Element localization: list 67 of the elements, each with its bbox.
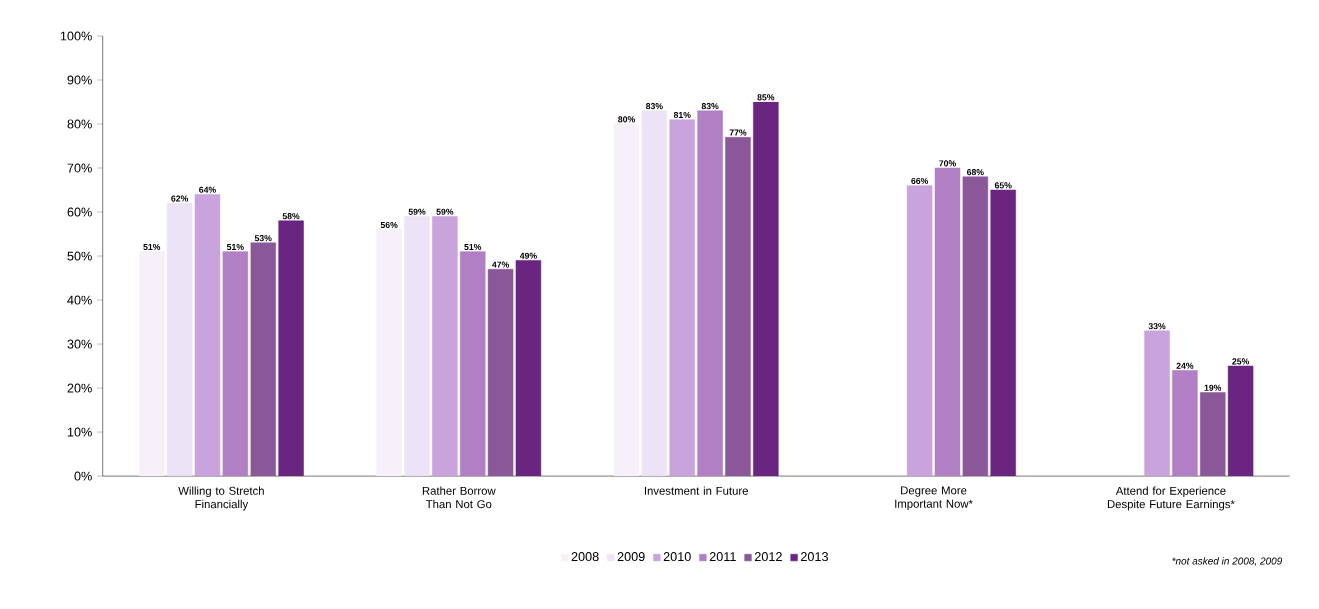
bar — [1144, 330, 1170, 476]
bar — [725, 136, 751, 476]
y-tick-label: 80% — [67, 119, 92, 129]
data-label: 65% — [994, 182, 1012, 189]
y-tick-label: 50% — [67, 251, 92, 261]
legend-label: 2011 — [709, 551, 736, 561]
x-tick-label: Investment in Future — [644, 486, 748, 495]
x-tick-label: Willing to Stretch Financially — [178, 486, 264, 511]
bar — [250, 242, 276, 476]
bar — [459, 251, 486, 476]
x-tick-label: Degree More Important Now* — [895, 486, 973, 510]
data-label: 24% — [1176, 362, 1194, 369]
bar — [1200, 391, 1226, 476]
y-tick-label: 30% — [67, 339, 92, 349]
data-label: 51% — [143, 243, 161, 250]
bar — [934, 167, 961, 476]
data-label: 83% — [645, 102, 663, 109]
data-label: 51% — [226, 243, 244, 250]
legend-label: 2010 — [663, 551, 691, 561]
bar — [962, 176, 989, 476]
data-label: 77% — [729, 129, 747, 136]
x-tick-label: Rather Borrow Than Not Go — [422, 486, 496, 508]
data-label: 33% — [1148, 322, 1166, 330]
y-tick-label: 40% — [67, 295, 92, 305]
bar — [166, 202, 193, 476]
bar — [432, 215, 458, 476]
data-label: 83% — [701, 102, 719, 109]
bar — [669, 119, 695, 476]
y-tick-label: 90% — [67, 75, 92, 85]
y-tick-label: 60% — [67, 207, 92, 217]
data-label: 25% — [1232, 358, 1250, 365]
text: *not asked in 2008, 2009 — [1172, 556, 1283, 566]
data-label: 70% — [939, 160, 956, 167]
y-tick-label: 100% — [60, 31, 92, 41]
bar — [641, 110, 668, 476]
data-label: 47% — [492, 261, 510, 268]
data-label: 58% — [282, 212, 300, 220]
data-label: 19% — [1204, 384, 1222, 391]
data-label: 68% — [967, 168, 984, 175]
bar — [222, 251, 249, 476]
data-label: 51% — [464, 243, 482, 250]
legend-label: 2008 — [571, 551, 599, 561]
data-label: 85% — [757, 94, 775, 101]
y-tick-label: 70% — [67, 163, 92, 173]
bar — [697, 110, 723, 476]
x-tick-label: Attend for Experience Despite Future Earnings* — [1107, 486, 1235, 511]
bar — [487, 268, 514, 476]
bar — [404, 215, 430, 476]
data-label: 53% — [254, 234, 272, 242]
data-label: 62% — [171, 195, 189, 202]
data-label: 56% — [380, 221, 398, 228]
legend-label: 2013 — [800, 551, 828, 561]
legend-label: 2012 — [754, 551, 782, 561]
bar — [194, 193, 221, 476]
y-tick-label: 0% — [74, 471, 92, 481]
data-label: 64% — [199, 186, 216, 193]
bar — [1172, 369, 1198, 476]
data-label: 59% — [436, 208, 454, 215]
data-label: 81% — [673, 111, 691, 118]
data-label: 49% — [519, 252, 537, 259]
data-label: 80% — [618, 116, 635, 123]
data-label: 59% — [408, 208, 426, 215]
legend-label: 2009 — [617, 551, 645, 561]
bar — [906, 185, 933, 476]
y-tick-label: 20% — [67, 383, 92, 393]
data-label: 66% — [911, 177, 929, 184]
y-tick-label: 10% — [67, 427, 92, 437]
